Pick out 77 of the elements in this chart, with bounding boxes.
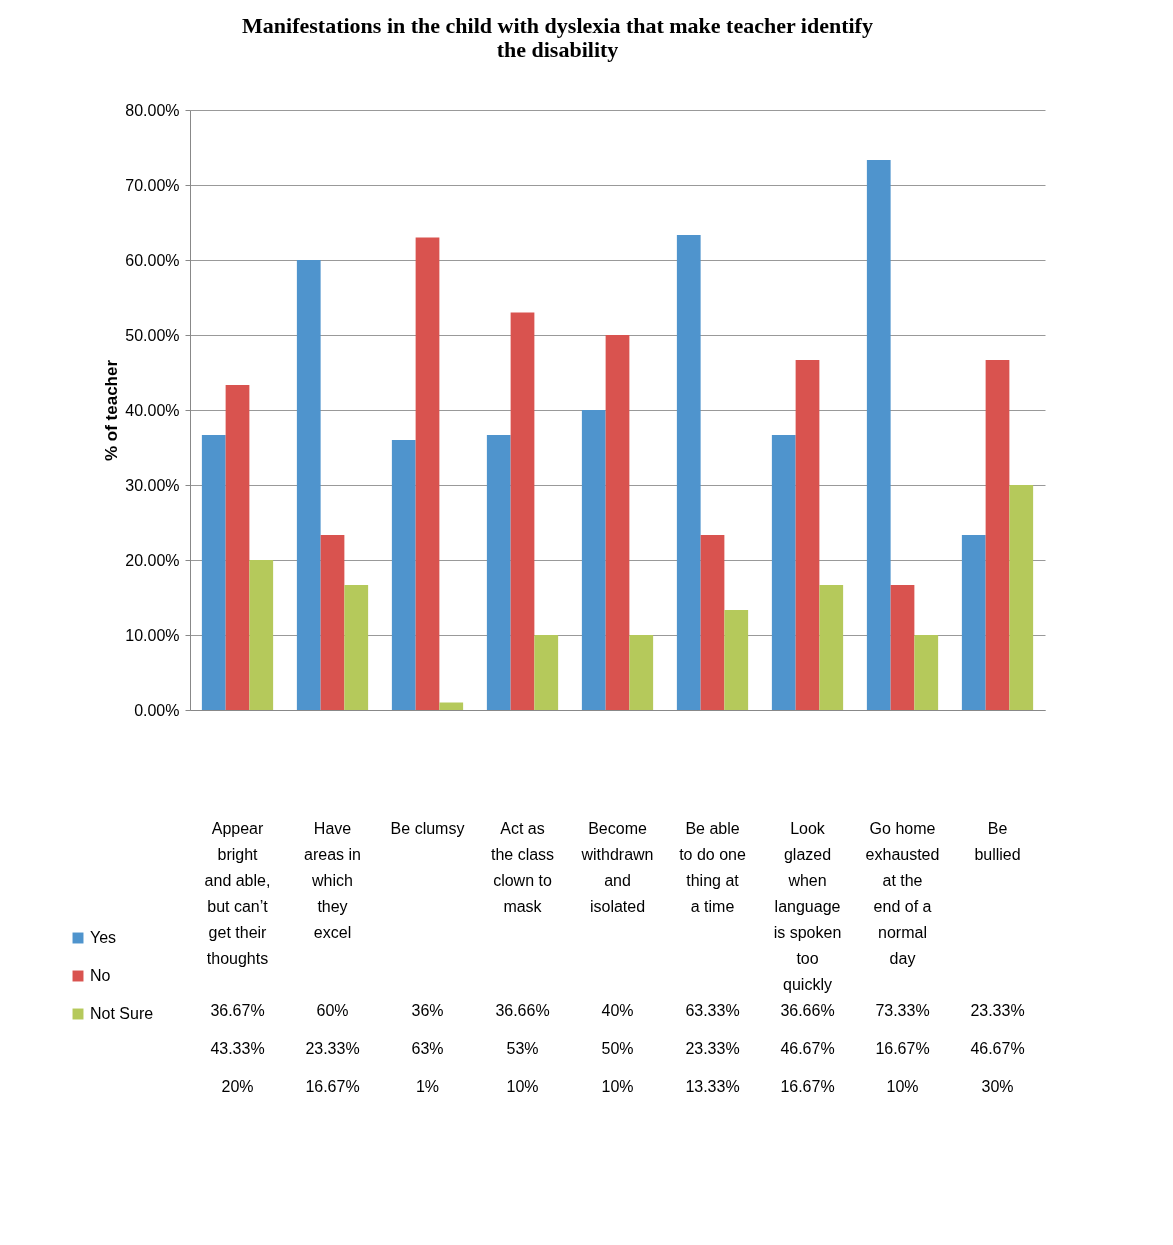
bar bbox=[795, 359, 820, 710]
data-label: 60% bbox=[316, 1002, 349, 1019]
bar bbox=[391, 440, 416, 710]
data-label: 53% bbox=[506, 1040, 539, 1057]
bar bbox=[296, 260, 321, 710]
y-tick-label: 20.00% bbox=[125, 551, 180, 569]
chart-title: Manifestations in the child with dyslexia that make teacher identify the disability bbox=[242, 13, 873, 62]
bar bbox=[510, 312, 535, 710]
y-tick-label: 10.00% bbox=[125, 626, 180, 644]
bar bbox=[961, 535, 986, 710]
data-label: 40% bbox=[601, 1002, 634, 1019]
bar bbox=[581, 410, 606, 710]
y-tick-label: 30.00% bbox=[125, 476, 180, 494]
data-label: 23.33% bbox=[685, 1040, 740, 1057]
y-tick-label: 80.00% bbox=[125, 101, 180, 119]
data-label: 16.67% bbox=[780, 1078, 835, 1095]
bar bbox=[486, 435, 511, 710]
data-label: 46.67% bbox=[970, 1040, 1025, 1057]
bar bbox=[629, 635, 654, 710]
y-tick-label: 60.00% bbox=[125, 251, 180, 269]
data-label: 16.67% bbox=[305, 1078, 360, 1095]
x-tick-label: Become withdrawn and isolated bbox=[580, 819, 654, 915]
data-label: 36.66% bbox=[780, 1002, 835, 1019]
bar bbox=[914, 635, 939, 710]
data-label: 16.67% bbox=[875, 1040, 930, 1057]
y-axis-title: % of teacher bbox=[102, 359, 122, 462]
data-label: 36.67% bbox=[210, 1002, 265, 1019]
data-label: 13.33% bbox=[685, 1078, 740, 1095]
bar bbox=[890, 584, 915, 710]
x-tick-label: Go home exhausted at the end of a normal day bbox=[865, 819, 940, 967]
y-tick-label: 50.00% bbox=[125, 326, 180, 344]
bar bbox=[724, 610, 749, 710]
x-tick-label: Be clumsy bbox=[390, 819, 465, 837]
bar bbox=[534, 635, 559, 710]
bar bbox=[249, 560, 274, 710]
data-label: 30% bbox=[981, 1078, 1014, 1095]
bar bbox=[439, 702, 464, 710]
data-label: 63.33% bbox=[685, 1002, 740, 1019]
y-tick-label: 0.00% bbox=[134, 701, 180, 719]
bar bbox=[201, 434, 226, 710]
data-label: 73.33% bbox=[875, 1002, 930, 1019]
data-label: 1% bbox=[415, 1078, 440, 1095]
x-tick-label: Act as the class clown to mask bbox=[490, 819, 555, 915]
data-label: 10% bbox=[506, 1078, 539, 1095]
bar bbox=[320, 535, 345, 710]
bar bbox=[225, 385, 250, 710]
bar bbox=[771, 435, 796, 710]
data-label: 36.66% bbox=[495, 1002, 550, 1019]
data-label: 10% bbox=[886, 1078, 919, 1095]
bar bbox=[819, 584, 844, 710]
data-label: 23.33% bbox=[305, 1040, 360, 1057]
bar bbox=[344, 584, 369, 710]
data-label: 63% bbox=[411, 1040, 444, 1057]
x-tick-label: Be able to do one thing at a time bbox=[679, 819, 746, 915]
bar bbox=[1009, 485, 1034, 710]
bar bbox=[415, 237, 440, 710]
y-tick-label: 70.00% bbox=[125, 176, 180, 194]
data-label: 20% bbox=[221, 1078, 254, 1095]
data-label: 43.33% bbox=[210, 1040, 265, 1057]
x-tick-label: Have areas in which they excel bbox=[304, 819, 361, 941]
y-tick-label: 40.00% bbox=[125, 401, 180, 419]
legend-label: Yes bbox=[90, 929, 117, 946]
data-label: 10% bbox=[601, 1078, 634, 1095]
data-label: 23.33% bbox=[970, 1002, 1025, 1019]
bar bbox=[700, 535, 725, 710]
legend-label: No bbox=[90, 967, 111, 984]
bar bbox=[605, 335, 630, 710]
bar bbox=[985, 359, 1010, 710]
x-tick-label: Be bullied bbox=[974, 819, 1021, 863]
x-tick-label: Look glazed when language is spoken too quickly bbox=[773, 819, 842, 993]
data-label: 36% bbox=[411, 1002, 444, 1019]
bar bbox=[866, 160, 891, 710]
data-label: 46.67% bbox=[780, 1040, 835, 1057]
bar bbox=[676, 235, 701, 710]
legend-label: Not Sure bbox=[90, 1005, 154, 1022]
x-tick-label: Appear bright and able, but can’t get their thoughts bbox=[204, 819, 271, 967]
data-label: 50% bbox=[601, 1040, 634, 1057]
